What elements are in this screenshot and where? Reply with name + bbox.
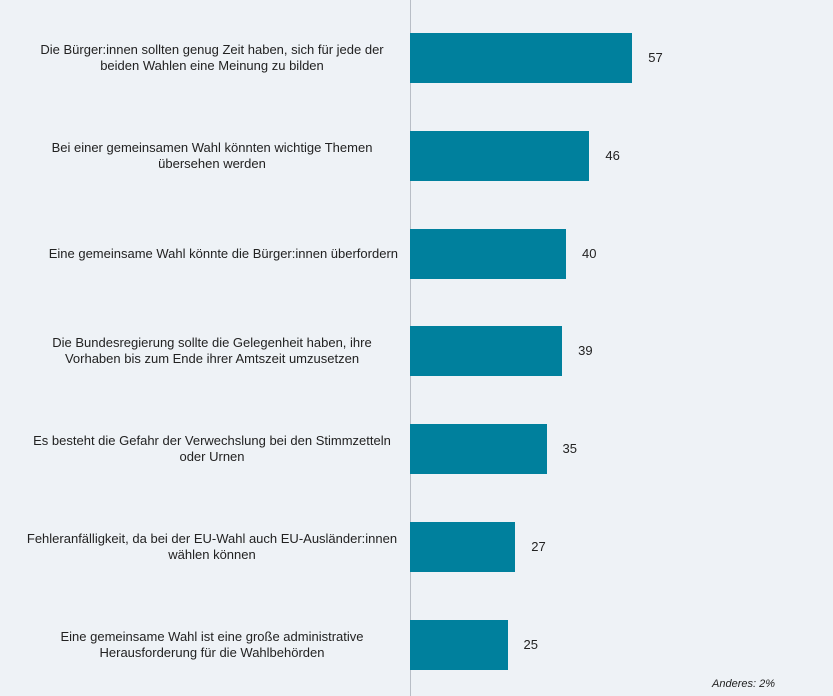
category-label-box: Es besteht die Gefahr der Verwechslung b… <box>10 409 398 489</box>
category-label-box: Eine gemeinsame Wahl könnte die Bürger:i… <box>10 214 398 294</box>
value-label: 27 <box>531 539 546 554</box>
bar <box>410 424 547 475</box>
category-label: Eine gemeinsame Wahl könnte die Bürger:i… <box>48 245 398 261</box>
bar <box>410 228 566 279</box>
bar <box>410 33 633 83</box>
category-label-box: Die Bürger:innen sollten genug Zeit habe… <box>10 18 398 98</box>
value-label: 46 <box>605 147 620 163</box>
category-label: Fehleranfälligkeit, da bei der EU-Wahl a… <box>26 531 398 562</box>
value-label: 25 <box>523 636 538 652</box>
annotation: Anderes: 2% <box>712 678 775 690</box>
category-label-box: Eine gemeinsame Wahl ist eine große admi… <box>10 605 398 685</box>
value-label: 39 <box>578 343 593 359</box>
category-label: Die Bürger:innen sollten genug Zeit habe… <box>40 42 384 73</box>
category-label-box: Die Bundesregierung sollte die Gelegenhe… <box>10 311 398 391</box>
value-label: 35 <box>562 441 577 457</box>
value-label: 40 <box>582 245 597 261</box>
value-label: 57 <box>648 50 663 65</box>
category-label-box: Bei einer gemeinsamen Wahl könnten wicht… <box>10 116 398 196</box>
bar <box>410 130 590 181</box>
category-label: Die Bundesregierung sollte die Gelegenhe… <box>52 335 372 367</box>
bar <box>410 522 516 572</box>
category-label-box: Fehleranfälligkeit, da bei der EU-Wahl a… <box>10 507 398 587</box>
category-label: Bei einer gemeinsamen Wahl könnten wicht… <box>51 139 373 171</box>
bar <box>410 326 563 377</box>
category-label: Eine gemeinsame Wahl ist eine große admi… <box>60 628 364 660</box>
category-label: Es besteht die Gefahr der Verwechslung b… <box>33 433 391 465</box>
bar <box>410 619 508 670</box>
